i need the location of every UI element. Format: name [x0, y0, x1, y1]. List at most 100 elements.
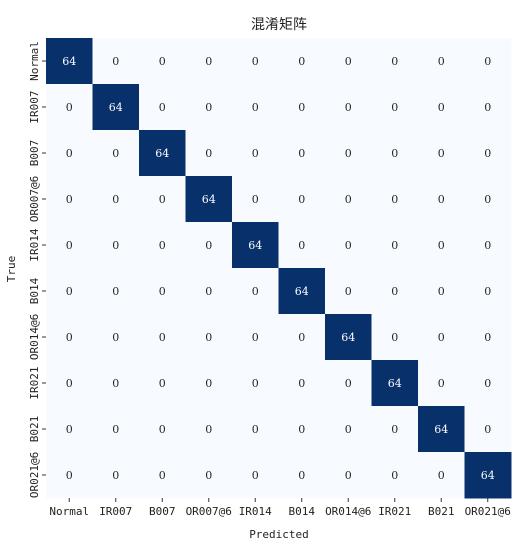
- heatmap-cell: [418, 360, 465, 407]
- x-tick-label: OR007@6: [186, 505, 232, 518]
- heatmap-cell: [46, 314, 93, 361]
- cell-value-label: 0: [438, 101, 445, 114]
- heatmap-cell: [92, 130, 140, 177]
- cell-value-label: 0: [112, 239, 119, 252]
- cell-value-label: 0: [298, 469, 305, 482]
- heatmap-cell: [371, 406, 419, 453]
- heatmap-cell: [325, 222, 372, 269]
- cell-value-label: 0: [66, 147, 73, 160]
- heatmap-cell: [139, 176, 186, 223]
- cell-value-label: 64: [109, 101, 123, 114]
- heatmap-cell: [185, 176, 233, 223]
- heatmap-cell: [418, 452, 465, 499]
- cell-value-label: 0: [205, 331, 212, 344]
- cell-value-label: 0: [298, 239, 305, 252]
- x-tick-label: B007: [149, 505, 176, 518]
- heatmap-cell: [371, 176, 419, 223]
- heatmap-cell: [325, 84, 372, 131]
- cell-value-label: 0: [205, 285, 212, 298]
- cell-value-label: 0: [484, 423, 491, 436]
- heatmap-cell: [139, 84, 186, 131]
- heatmap-cell: [418, 268, 465, 315]
- cell-value-label: 0: [159, 101, 166, 114]
- heatmap-cell: [139, 130, 186, 177]
- heatmap-cell: [371, 84, 419, 131]
- heatmap-cell: [139, 314, 186, 361]
- heatmap-cell: [232, 176, 279, 223]
- heatmap-cell: [371, 222, 419, 269]
- cell-value-label: 0: [112, 331, 119, 344]
- heatmap-cell: [371, 314, 419, 361]
- x-tick-label: OR014@6: [325, 505, 371, 518]
- cell-value-label: 64: [341, 331, 355, 344]
- cell-value-label: 0: [205, 239, 212, 252]
- x-tick-label: B021: [428, 505, 455, 518]
- cell-value-label: 0: [252, 331, 259, 344]
- heatmap-cell: [464, 452, 512, 499]
- heatmap-cell: [46, 452, 93, 499]
- cell-value-label: 0: [66, 377, 73, 390]
- cell-value-label: 0: [438, 469, 445, 482]
- y-tick-labels: Normal IR007 B007 OR007@6 IR014 B014 OR014@6 IR…: [28, 41, 46, 498]
- heatmap-cell: [464, 360, 512, 407]
- heatmap-cell: [278, 360, 326, 407]
- x-tick-labels: Normal IR007 B007 OR007@6 IR014 B014 OR014@6 IR…: [49, 498, 511, 518]
- cell-value-label: 0: [159, 377, 166, 390]
- heatmap-cells: 64 0 0 0 0 0 0 0 0 0 0 64 0 0 0 0 0 0 0 0 0 0 64 0 0 0 0 0 0 0 0 0 0 64 0 0…: [46, 38, 512, 499]
- cell-value-label: 0: [298, 101, 305, 114]
- heatmap-cell: [92, 222, 140, 269]
- cell-value-label: 0: [345, 377, 352, 390]
- cell-value-label: 0: [391, 101, 398, 114]
- heatmap-cell: [185, 314, 233, 361]
- cell-value-label: 0: [345, 469, 352, 482]
- heatmap-cell: [139, 268, 186, 315]
- heatmap-cell: [92, 406, 140, 453]
- heatmap-cell: [185, 452, 233, 499]
- heatmap-cell: [92, 452, 140, 499]
- x-tick-label: IR007: [99, 505, 132, 518]
- heatmap-cell: [232, 38, 279, 85]
- heatmap-cell: [139, 452, 186, 499]
- cell-value-label: 0: [438, 239, 445, 252]
- cell-value-label: 0: [252, 55, 259, 68]
- cell-value-label: 0: [484, 285, 491, 298]
- cell-value-label: 0: [298, 55, 305, 68]
- heatmap-cell: [232, 314, 279, 361]
- cell-value-label: 0: [66, 101, 73, 114]
- cell-value-label: 0: [484, 55, 491, 68]
- cell-value-label: 64: [388, 377, 402, 390]
- cell-value-label: 0: [66, 423, 73, 436]
- heatmap-cell: [325, 314, 372, 361]
- y-tick-label: OR007@6: [28, 176, 41, 222]
- heatmap-cell: [278, 268, 326, 315]
- cell-value-label: 0: [484, 239, 491, 252]
- cell-value-label: 0: [391, 285, 398, 298]
- y-tick-label: B007: [28, 140, 41, 167]
- heatmap-cell: [464, 406, 512, 453]
- cell-value-label: 0: [112, 147, 119, 160]
- x-tick-label: B014: [289, 505, 316, 518]
- cell-value-label: 0: [252, 193, 259, 206]
- cell-value-label: 0: [159, 239, 166, 252]
- cell-value-label: 0: [205, 147, 212, 160]
- cell-value-label: 0: [438, 147, 445, 160]
- heatmap-cell: [278, 176, 326, 223]
- cell-value-label: 0: [112, 469, 119, 482]
- cell-value-label: 0: [484, 331, 491, 344]
- heatmap-cell: [92, 176, 140, 223]
- cell-value-label: 0: [391, 147, 398, 160]
- heatmap-cell: [92, 268, 140, 315]
- cell-value-label: 0: [252, 377, 259, 390]
- y-tick-label: IR021: [28, 366, 41, 399]
- heatmap-cell: [232, 360, 279, 407]
- x-tick-label: IR014: [239, 505, 272, 518]
- cell-value-label: 0: [391, 239, 398, 252]
- cell-value-label: 0: [252, 147, 259, 160]
- x-tick-label: OR021@6: [465, 505, 511, 518]
- heatmap-cell: [139, 38, 186, 85]
- heatmap-cell: [464, 84, 512, 131]
- cell-value-label: 0: [205, 469, 212, 482]
- cell-value-label: 0: [205, 101, 212, 114]
- cell-value-label: 0: [345, 239, 352, 252]
